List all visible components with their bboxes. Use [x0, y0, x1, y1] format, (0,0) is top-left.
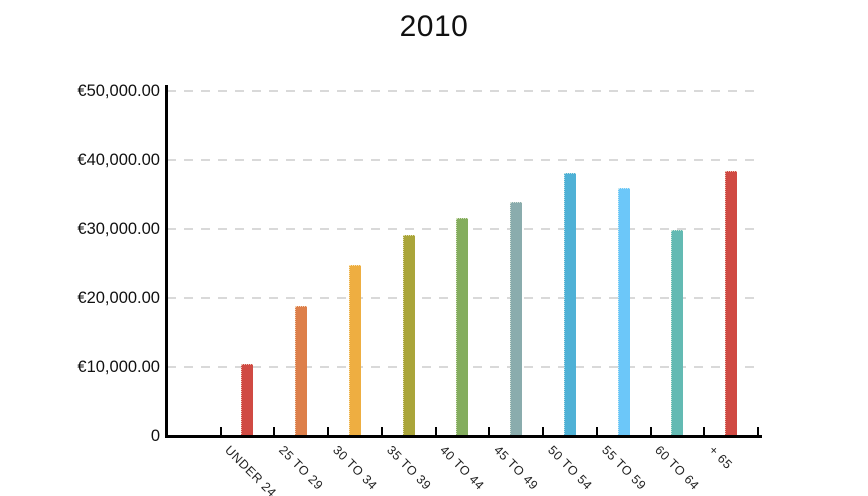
bar-55-to-59	[617, 187, 630, 436]
chart-title: 2010	[399, 10, 469, 43]
x-tick-label: 30 TO 34	[329, 443, 380, 493]
x-axis-tick	[542, 427, 544, 436]
y-tick-label: €50,000.00	[77, 81, 160, 100]
x-tick-label: 60 TO 64	[652, 443, 703, 493]
x-tick-label: 50 TO 54	[544, 443, 595, 493]
y-tick-label: €40,000.00	[77, 150, 160, 169]
bar-25-to-29	[295, 306, 308, 436]
y-tick-label: €20,000.00	[77, 288, 160, 307]
gridline-40000	[167, 158, 762, 161]
bar-35-to-39	[402, 234, 415, 436]
x-axis-tick	[327, 427, 329, 436]
x-axis-line	[165, 435, 762, 438]
bar-60-to-64	[671, 230, 684, 436]
x-tick-label: 25 TO 29	[276, 443, 327, 493]
bar-30-to-34	[348, 264, 361, 436]
bar-under-24	[241, 364, 254, 436]
x-tick-label: UNDER 24	[222, 443, 280, 496]
x-axis-tick	[380, 427, 383, 436]
x-axis-tick	[757, 427, 759, 436]
x-tick-label: 35 TO 39	[383, 443, 434, 493]
x-axis-tick	[703, 427, 706, 436]
x-axis-tick	[273, 427, 276, 436]
y-axis-line	[165, 85, 168, 438]
x-tick-label: + 65	[706, 443, 736, 473]
x-axis-tick	[434, 427, 437, 436]
x-tick-label: 45 TO 49	[491, 443, 542, 493]
x-axis-tick	[649, 427, 652, 436]
x-axis-tick	[219, 427, 222, 436]
x-axis-tick	[488, 427, 491, 436]
bar-40-to-44	[456, 217, 469, 436]
bar-45-to-49	[510, 201, 523, 436]
y-tick-label: €10,000.00	[77, 357, 160, 376]
y-tick-label: 0	[150, 427, 160, 445]
bar-50-to-54	[563, 172, 576, 436]
x-axis-tick	[595, 427, 598, 436]
x-tick-label: 40 TO 44	[437, 443, 488, 493]
bar--65	[725, 171, 738, 436]
gridline-50000	[167, 89, 762, 92]
y-tick-label: €30,000.00	[77, 219, 160, 238]
x-tick-label: 55 TO 59	[598, 443, 649, 493]
